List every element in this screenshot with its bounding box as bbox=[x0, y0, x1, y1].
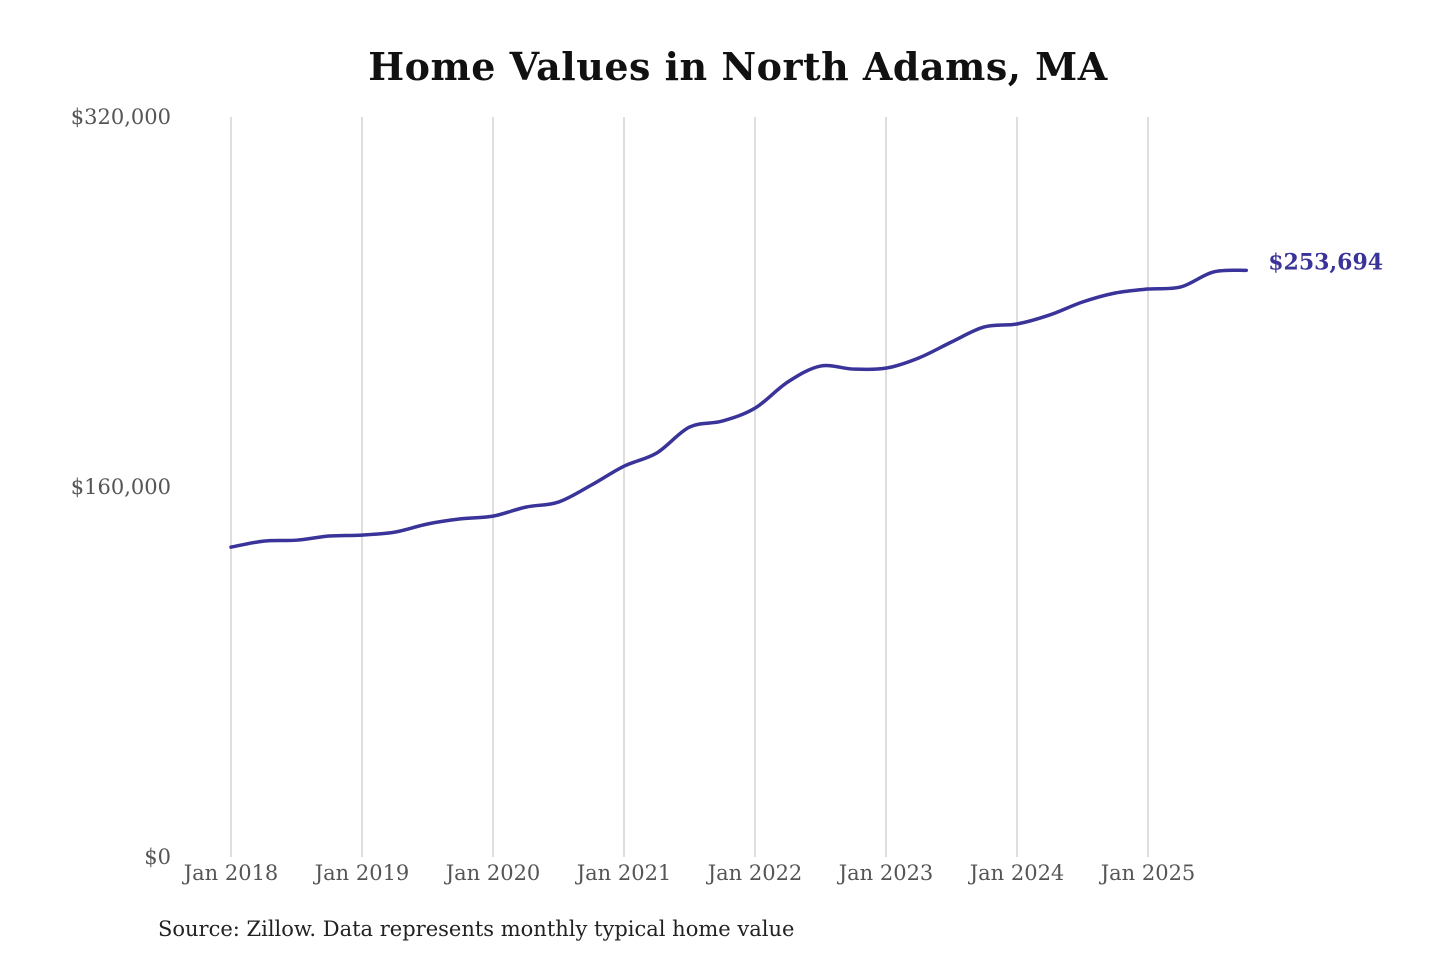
y-tick-label: $320,000 bbox=[71, 105, 171, 129]
y-tick-label: $0 bbox=[144, 845, 171, 869]
y-tick-label: $160,000 bbox=[71, 475, 171, 499]
x-tick-label: Jan 2024 bbox=[968, 861, 1065, 885]
x-tick-label: Jan 2021 bbox=[575, 861, 672, 885]
x-tick-label: Jan 2020 bbox=[444, 861, 541, 885]
home-value-line bbox=[229, 268, 1248, 549]
x-tick-label: Jan 2018 bbox=[182, 861, 279, 885]
x-tick-label: Jan 2019 bbox=[313, 861, 410, 885]
chart-title: Home Values in North Adams, MA bbox=[368, 44, 1108, 89]
source-note: Source: Zillow. Data represents monthly … bbox=[158, 917, 795, 941]
x-tick-label: Jan 2025 bbox=[1099, 861, 1196, 885]
end-value-label: $253,694 bbox=[1268, 249, 1383, 275]
x-tick-label: Jan 2023 bbox=[837, 861, 934, 885]
x-tick-label: Jan 2022 bbox=[706, 861, 803, 885]
